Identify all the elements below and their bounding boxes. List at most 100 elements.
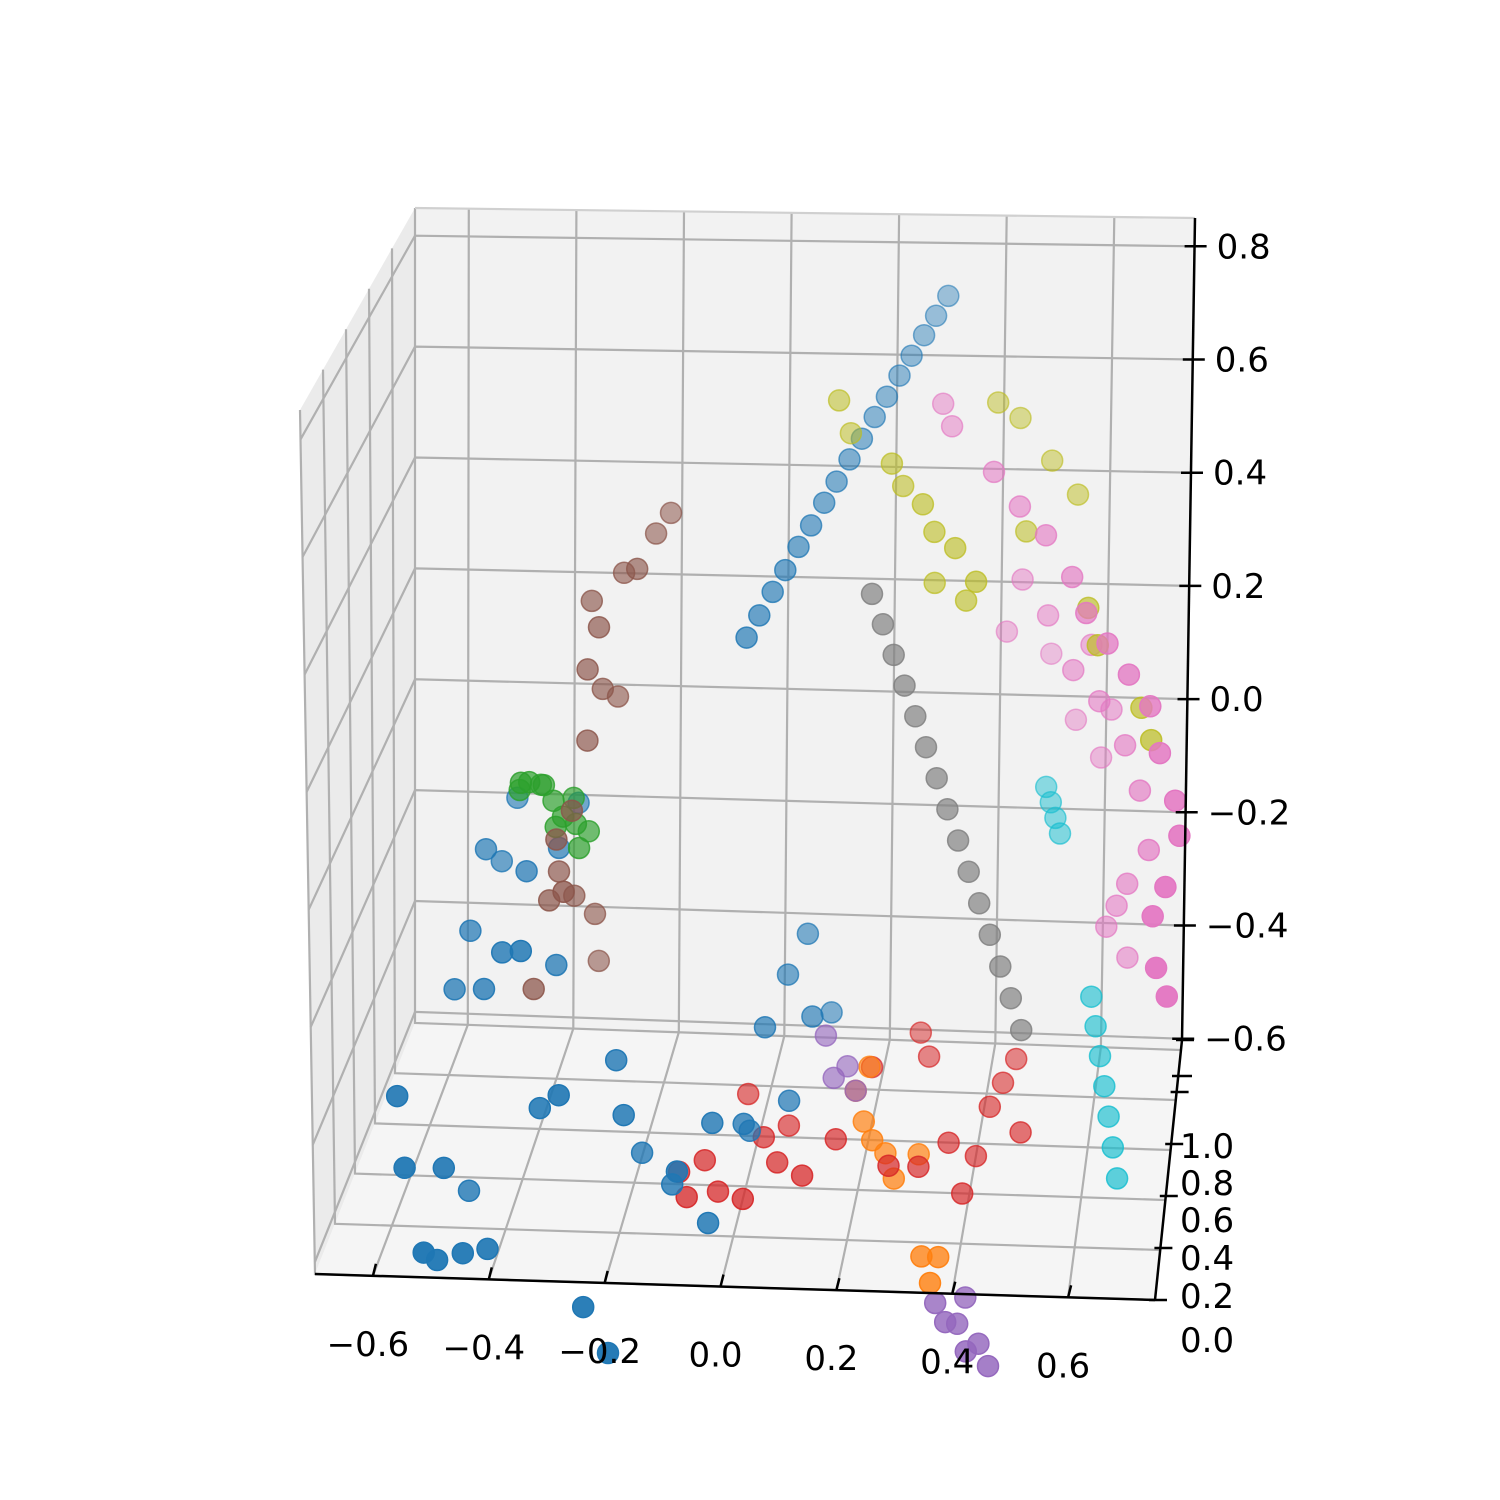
data-point-s0-46 [825, 470, 848, 493]
data-point-s6-0 [931, 392, 955, 416]
y-gridline-4 [390, 248, 1176, 1102]
data-point-s0-52 [900, 344, 923, 367]
data-point-s5-16 [583, 902, 607, 926]
data-point-s0-35 [777, 1089, 801, 1113]
data-point-s0-29 [732, 1112, 755, 1136]
z-tick-label-1: −0.4 [1206, 907, 1289, 947]
y-tick-label-1: 0.2 [1180, 1277, 1234, 1317]
data-point-s9-4 [1080, 985, 1103, 1008]
tick-labels: −0.6 −0.4 −0.2 0.0 0.2 0.4 0.60.00.20.40.60.81… [327, 227, 1291, 1386]
data-point-s6-18 [1036, 604, 1060, 627]
z-tick-label-7: 0.8 [1217, 227, 1271, 267]
data-point-s7-14 [1009, 1018, 1033, 1042]
x-tick-label-3: 0.0 [688, 1336, 742, 1376]
data-point-s5-0 [580, 589, 604, 613]
x-tick-label-0: −0.6 [327, 1325, 410, 1365]
data-point-s9-8 [1097, 1105, 1120, 1128]
data-point-s0-14 [490, 941, 514, 964]
data-point-s4-4 [923, 1291, 947, 1315]
data-point-s7-12 [989, 955, 1012, 978]
data-point-s3-17 [1004, 1047, 1028, 1071]
x-tick-3 [719, 1274, 725, 1287]
data-point-s2-9 [509, 771, 533, 795]
data-point-s8-9 [923, 571, 946, 595]
data-point-s0-30 [753, 1016, 777, 1039]
data-point-s4-1 [822, 1066, 845, 1090]
pane-edge-top [414, 206, 1196, 220]
data-points [385, 284, 1191, 1378]
data-point-s0-21 [547, 1083, 570, 1107]
data-point-s3-12 [950, 1182, 974, 1205]
data-point-s0-15 [515, 859, 538, 883]
side-pane [300, 208, 415, 1274]
data-point-s8-13 [1066, 483, 1090, 506]
data-point-s0-24 [630, 1141, 654, 1165]
data-point-s6-22 [1128, 779, 1152, 802]
data-point-s7-4 [904, 705, 927, 728]
data-point-s6-11 [1163, 789, 1187, 812]
data-point-s0-31 [776, 963, 800, 986]
data-point-s0-50 [875, 385, 899, 408]
x-tick-label-5: 0.4 [920, 1343, 974, 1383]
data-point-s5-1 [587, 616, 611, 639]
data-point-s0-49 [863, 405, 886, 429]
data-point-s9-3 [1048, 822, 1072, 845]
y-axis-line [1153, 1039, 1184, 1301]
y-gridline-1 [321, 369, 1161, 1252]
y-tick-label-5: 1.0 [1180, 1127, 1234, 1167]
data-point-s3-9 [877, 1154, 900, 1178]
x-tick-0 [371, 1263, 378, 1277]
data-point-s3-14 [978, 1095, 1002, 1119]
data-point-s0-1 [393, 1156, 416, 1180]
data-point-s3-22 [777, 1114, 801, 1137]
data-point-s5-5 [659, 501, 683, 525]
data-point-s3-13 [964, 1144, 988, 1168]
data-point-s9-5 [1084, 1015, 1107, 1038]
data-point-s7-0 [860, 582, 884, 606]
data-point-s5-6 [576, 658, 599, 681]
data-point-s4-9 [976, 1354, 1000, 1378]
data-point-s6-12 [1168, 824, 1191, 848]
x-tick-6 [1066, 1285, 1073, 1298]
data-point-s5-12 [547, 860, 571, 883]
x-tick-label-6: 0.6 [1036, 1346, 1090, 1386]
data-point-s6-9 [1139, 695, 1162, 718]
data-point-s0-23 [612, 1103, 635, 1127]
x-tick-label-2: −0.2 [558, 1332, 641, 1372]
data-point-s7-10 [967, 892, 991, 915]
data-point-s6-29 [1064, 708, 1088, 732]
data-point-s1-8 [926, 1245, 950, 1269]
data-point-s3-15 [991, 1071, 1015, 1095]
data-point-s5-15 [522, 977, 545, 1001]
x-tick-1 [487, 1267, 494, 1280]
data-point-s3-21 [736, 1082, 760, 1106]
data-point-s7-9 [957, 860, 980, 884]
data-point-s7-11 [978, 923, 1002, 947]
axis-spines [314, 217, 1207, 1302]
data-point-s7-3 [893, 674, 916, 697]
data-point-s1-2 [860, 1128, 884, 1152]
x-tick-label-1: −0.4 [443, 1328, 526, 1368]
data-point-s5-9 [576, 729, 599, 752]
data-point-s0-53 [912, 323, 936, 347]
data-point-s1-1 [852, 1110, 876, 1133]
data-point-s0-6 [432, 1156, 456, 1180]
data-point-s6-23 [1137, 838, 1161, 862]
data-point-s0-8 [443, 978, 466, 1001]
data-point-s3-8 [824, 1128, 848, 1151]
data-point-s6-5 [1060, 565, 1084, 589]
data-point-s6-19 [1062, 658, 1085, 682]
data-point-s6-1 [940, 415, 964, 438]
data-point-s9-9 [1101, 1136, 1125, 1159]
data-point-s1-7 [918, 1271, 942, 1295]
data-point-s7-13 [999, 986, 1023, 1010]
data-point-s6-2 [982, 460, 1006, 484]
z-tick-label-2: −0.2 [1208, 793, 1291, 833]
data-point-s9-6 [1088, 1044, 1112, 1068]
data-point-s4-0 [814, 1024, 838, 1047]
data-point-s6-6 [1075, 601, 1098, 625]
y-tick-label-0: 0.0 [1180, 1321, 1234, 1361]
data-point-s3-6 [765, 1151, 789, 1174]
data-point-s3-11 [937, 1131, 960, 1154]
data-point-s6-3 [1008, 495, 1032, 518]
